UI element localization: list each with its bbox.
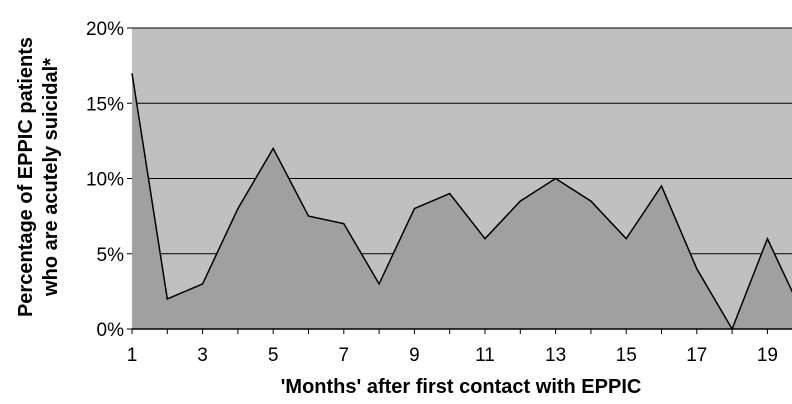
area-series-line (131, 73, 792, 331)
y-tick-label: 0% (97, 320, 125, 341)
x-tick-label: 9 (409, 345, 420, 366)
y-axis-title-line-1: Percentage of EPPIC patients (15, 37, 37, 317)
x-tick-label: 19 (757, 345, 778, 366)
y-tick-label: 15% (86, 94, 124, 115)
y-tick-label: 20% (86, 19, 124, 40)
x-tick-label: 3 (197, 345, 208, 366)
x-tick-label: 15 (616, 345, 637, 366)
y-tick-label: 10% (86, 170, 124, 191)
y-tick-label: 5% (97, 245, 125, 266)
y-axis: 0% 5% 10% 15% 20% (86, 19, 132, 341)
x-axis: 1 3 5 7 9 11 13 15 17 19 (127, 329, 778, 366)
x-tick-label: 5 (268, 345, 279, 366)
y-axis-title-line-2: who are acutely suicidal* (40, 58, 62, 297)
x-tick-label: 1 (127, 345, 138, 366)
x-axis-title: 'Months' after first contact with EPPIC (281, 376, 642, 398)
x-tick-label: 17 (686, 345, 707, 366)
x-tick-label: 7 (339, 345, 350, 366)
x-tick-label: 13 (545, 345, 566, 366)
area-series (132, 73, 792, 329)
x-tick-label: 11 (475, 345, 495, 366)
